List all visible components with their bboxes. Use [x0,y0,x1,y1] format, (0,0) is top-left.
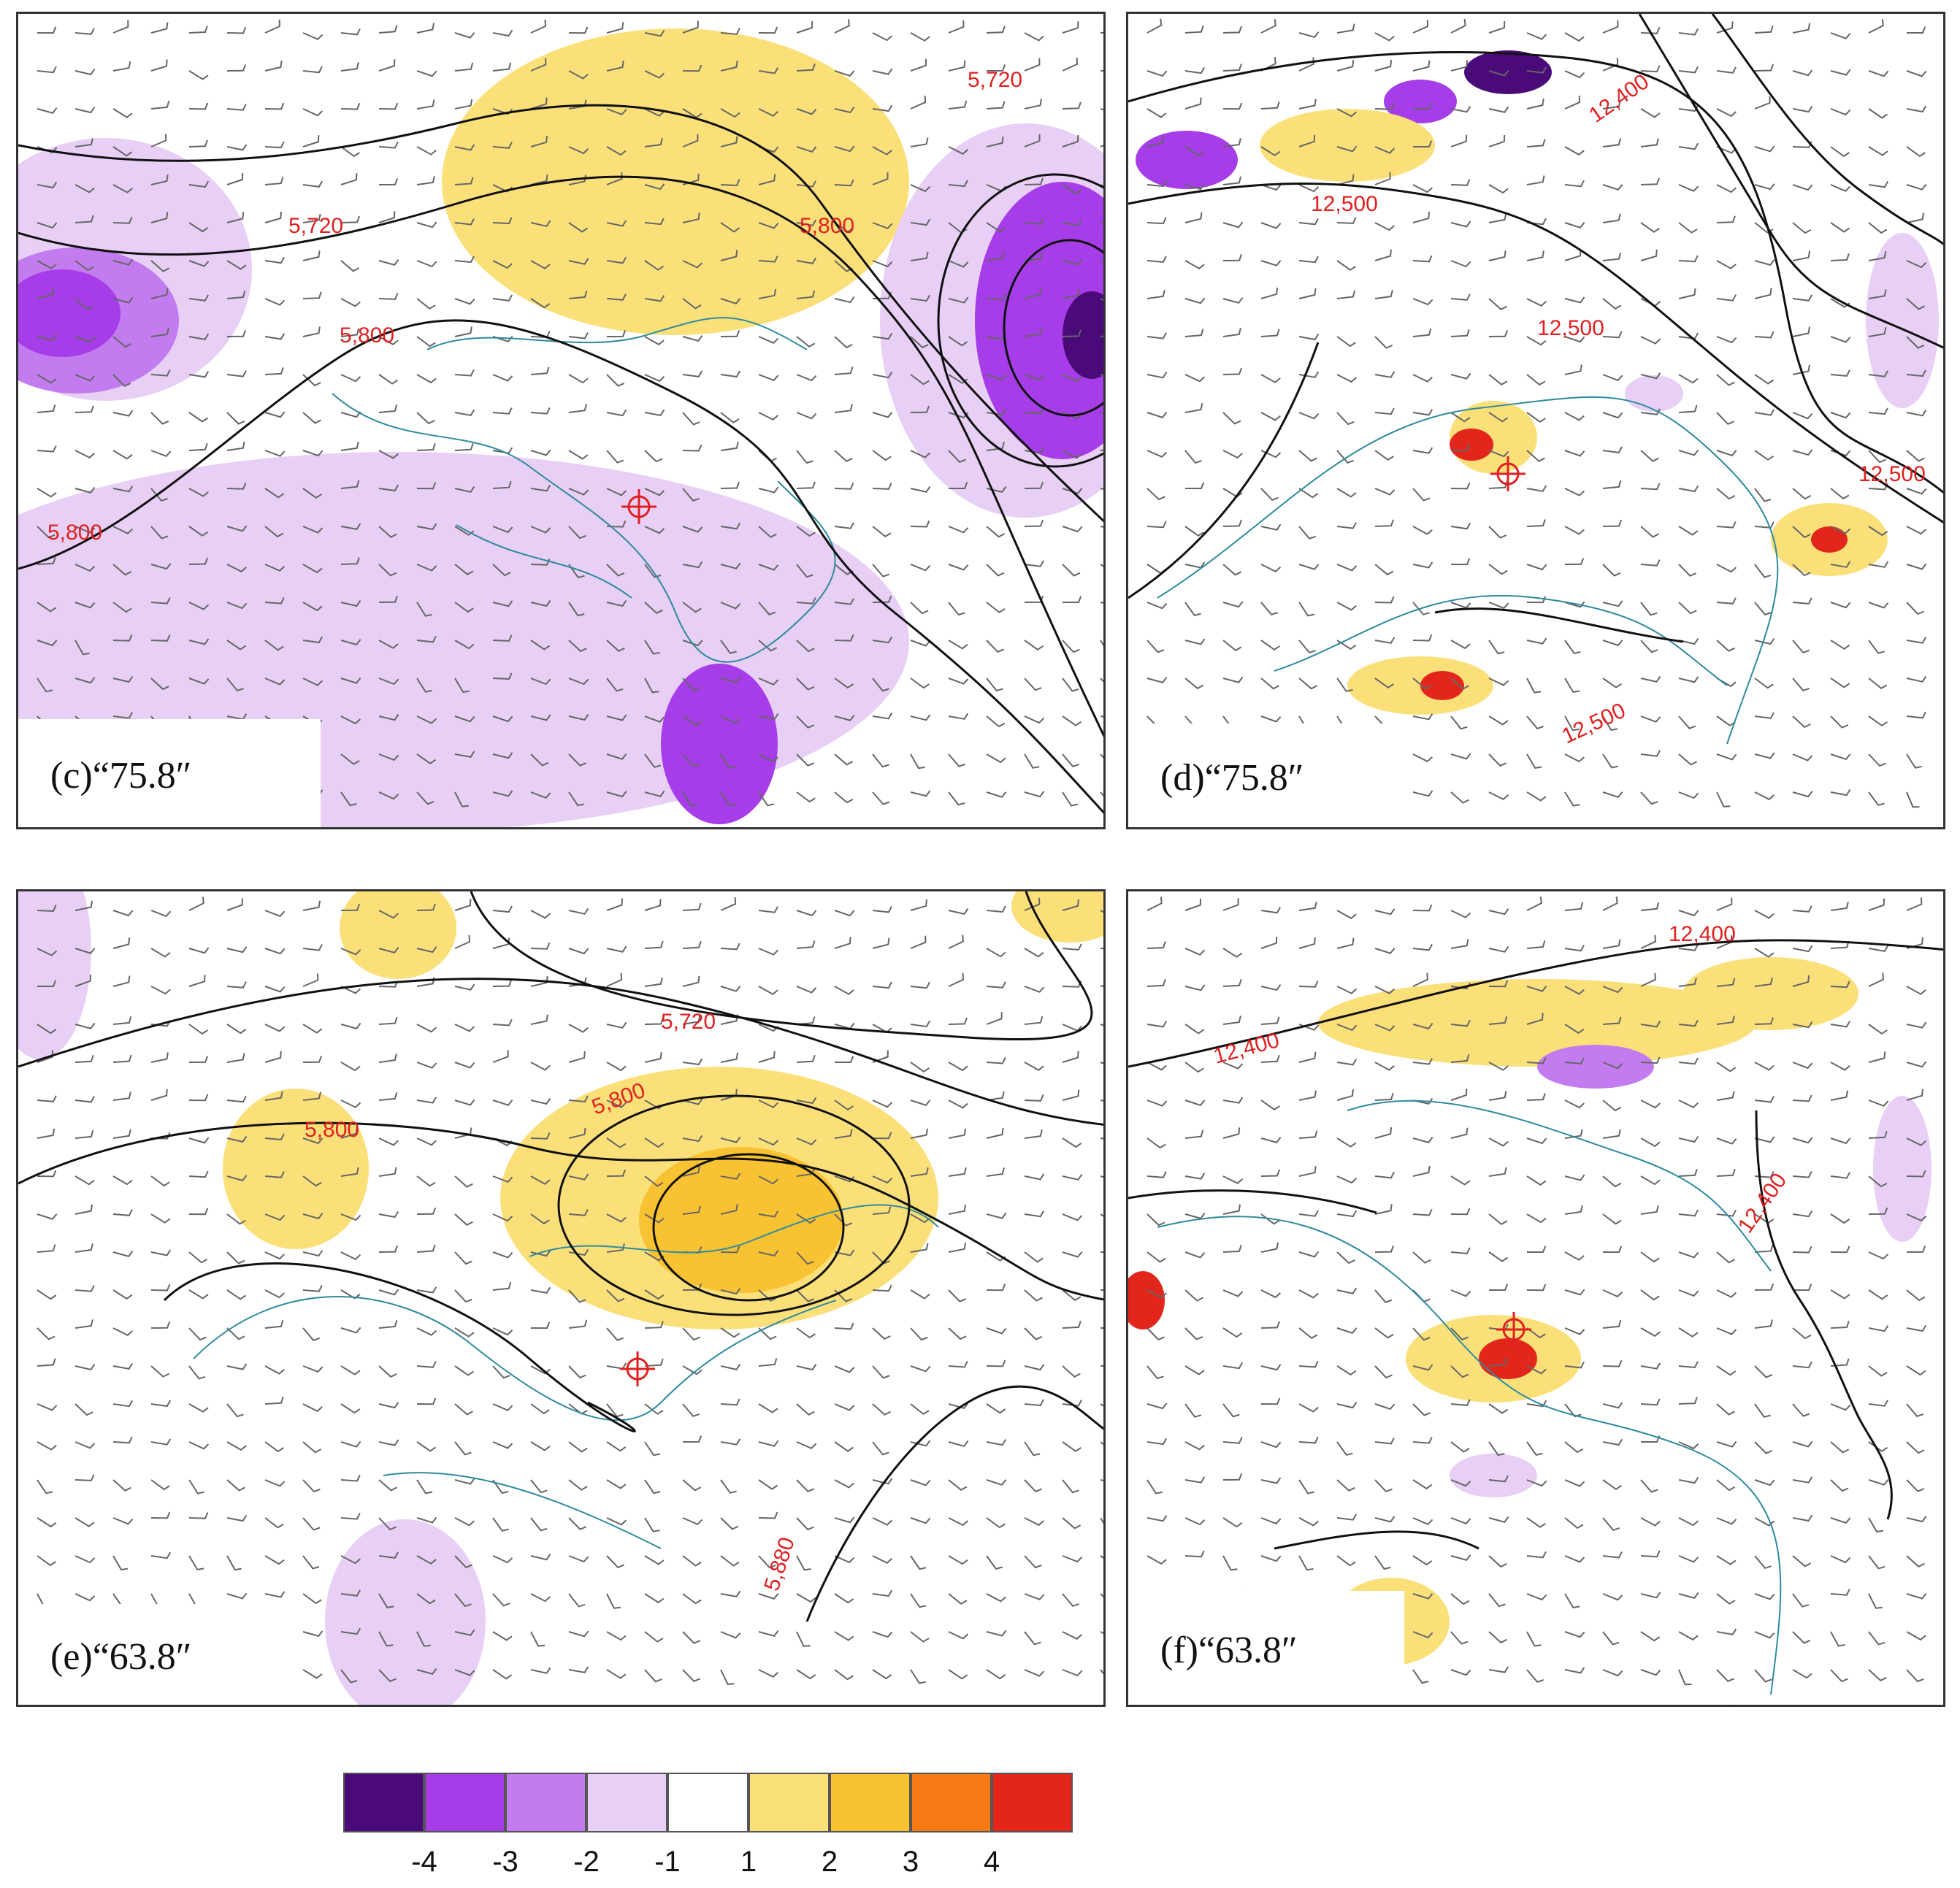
map-canvas-f: 12,400 12,400 12,400 [1128,897,1943,1705]
wind-barbs-f [1146,897,1927,1705]
shading-e [18,891,1103,1705]
svg-text:12,400: 12,400 [1585,69,1653,128]
panel-label-d: (d)“75.8″ [1128,724,1409,827]
colorbar-bin [830,1773,911,1833]
map-panel-d: 12,400 12,500 12,500 12,500 12,500 (d)“7… [1126,12,1945,829]
colorbar-tick-label: 2 [821,1846,838,1878]
station-marker-e [620,1351,655,1386]
wind-barbs-c [37,19,1103,827]
svg-text:5,800: 5,800 [47,521,102,545]
map-panel-e: 5,720 5,800 5,800 5,880 (e)“63.8″ [16,889,1106,1707]
shading-c [18,28,1103,827]
map-panel-f: 12,400 12,400 12,400 (f)“63.8″ [1126,889,1945,1707]
station-marker-c [621,489,656,524]
svg-text:5,800: 5,800 [305,1118,359,1142]
contour-labels-c: 5,720 5,720 5,800 5,800 5,800 [47,68,1022,545]
colorbar-bin [667,1773,749,1833]
colorbar-tick-label: -4 [411,1846,437,1878]
svg-text:5,800: 5,800 [800,214,854,238]
colorbar-tick-label: 3 [902,1846,919,1878]
contours-d [1128,14,1943,643]
svg-text:5,720: 5,720 [288,214,343,238]
svg-text:12,500: 12,500 [1558,699,1629,749]
station-marker-f [1496,1312,1531,1347]
boundaries-c [332,317,836,663]
svg-text:5,720: 5,720 [968,68,1022,92]
colorbar-bin [586,1773,667,1833]
colorbar-tick-label: 4 [983,1846,1000,1878]
panel-label-f: (f)“63.8″ [1128,1591,1404,1705]
svg-text:5,720: 5,720 [661,1010,716,1034]
station-marker-d [1490,456,1525,491]
colorbar-bin [992,1773,1073,1833]
colorbar-bin [343,1773,424,1833]
svg-text:12,400: 12,400 [1211,1028,1282,1069]
map-panel-c: 5,720 5,720 5,800 5,800 5,800 (c)“75.8″ [16,12,1106,829]
panel-label-c: (c)“75.8″ [18,719,321,827]
boundaries-e [193,1204,939,1549]
svg-text:12,500: 12,500 [1858,462,1926,486]
svg-text:12,400: 12,400 [1669,922,1736,946]
svg-text:5,800: 5,800 [340,323,394,348]
contours-e [18,891,1103,1622]
colorbar-tick-label: 1 [740,1846,757,1878]
colorbar-tick-label: -3 [492,1846,518,1878]
panel-label-e: (e)“63.8″ [18,1604,297,1705]
colorbar-tick-label: -2 [573,1846,600,1878]
boundaries-d [1157,396,1779,745]
svg-text:12,500: 12,500 [1311,192,1378,216]
wind-barbs-e [37,897,1103,1705]
svg-text:12,500: 12,500 [1537,316,1604,340]
map-canvas-e: 5,720 5,800 5,800 5,880 [18,891,1103,1705]
shading-d [1136,50,1939,715]
colorbar-tick-label: -1 [654,1846,681,1878]
colorbar-bin [911,1773,992,1833]
contours-f [1128,939,1943,1550]
map-canvas-c: 5,720 5,720 5,800 5,800 5,800 [18,19,1103,827]
colorbar-bin [505,1773,586,1833]
contours-c [18,104,1103,814]
colorbar-bin [749,1773,830,1833]
svg-text:12,400: 12,400 [1734,1169,1792,1237]
map-canvas-d: 12,400 12,500 12,500 12,500 12,500 [1128,14,1943,808]
boundaries-f [1157,1100,1782,1695]
colorbar-bin [424,1773,505,1833]
contour-labels-f: 12,400 12,400 12,400 [1211,922,1791,1237]
